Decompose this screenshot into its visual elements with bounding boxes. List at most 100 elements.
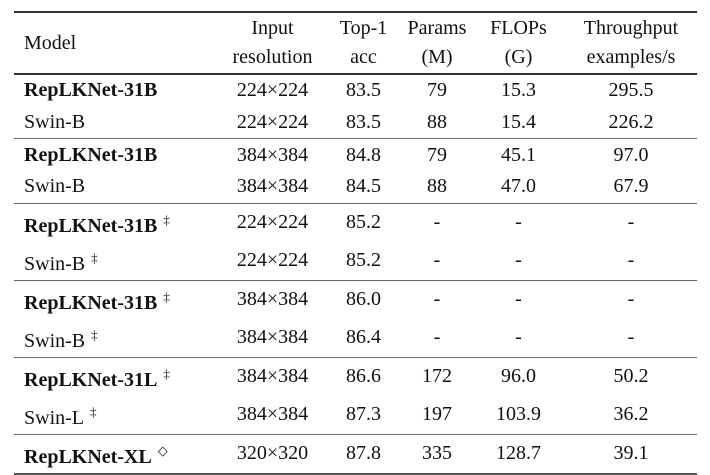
cell-top1: 86.4 [325,319,402,358]
cell-flops-text: 103.9 [496,403,541,426]
header-resolution: Input resolution [220,12,325,74]
cell-resolution-text: 224×224 [236,111,309,134]
cell-params: 172 [402,357,472,396]
cell-resolution: 384×384 [220,139,325,171]
cell-top1-text: 86.0 [346,288,381,311]
table-row: RepLKNet-31B ‡ 224×224 85.2 - - - [14,203,697,242]
cell-throughput: 295.5 [565,74,697,107]
cell-throughput: 226.2 [565,107,697,139]
cell-top1: 85.2 [325,242,402,281]
header-flops: FLOPs (G) [472,12,565,74]
cell-top1: 83.5 [325,74,402,107]
header-throughput: Throughput examples/s [565,12,697,74]
header-top1-line2: acc [350,46,377,68]
cell-resolution-text: 384×384 [236,326,309,349]
cell-model: Swin-L ‡ [14,396,220,435]
cell-resolution-text: 320×320 [236,442,309,465]
header-flops-line1: FLOPs [490,17,547,39]
cell-top1-text: 84.5 [346,175,381,198]
cell-flops-text: 45.1 [501,143,536,166]
cell-params: - [402,319,472,358]
cell-top1: 85.2 [325,203,402,242]
cell-params: - [402,280,472,319]
cell-flops-text: 128.7 [496,442,541,465]
footnote-mark: ‡ [90,403,97,419]
cell-params-text: 88 [427,175,447,198]
cell-flops: 15.4 [472,107,565,139]
cell-model: RepLKNet-31B [14,139,220,171]
footnote-mark: ‡ [91,326,98,342]
cell-throughput: 97.0 [565,139,697,171]
cell-throughput-text: 36.2 [613,403,649,426]
cell-top1: 87.8 [325,434,402,474]
footnote-mark: ◇ [157,442,168,458]
cell-model: RepLKNet-XL ◇ [14,434,220,474]
cell-params: 79 [402,139,472,171]
table-row: RepLKNet-31B 224×224 83.5 79 15.3 295.5 [14,74,697,107]
cell-throughput-text: - [627,211,635,234]
cell-flops-text: 15.3 [501,79,536,102]
cell-flops: 45.1 [472,139,565,171]
cell-model-text: Swin-L [24,406,84,429]
cell-resolution: 384×384 [220,396,325,435]
cell-top1-text: 87.3 [346,403,381,426]
cell-throughput-text: - [627,326,635,349]
cell-model-text: RepLKNet-31B [24,143,158,166]
header-top1-line1: Top-1 [339,17,388,39]
cell-top1: 86.0 [325,280,402,319]
header-top1: Top-1 acc [325,12,402,74]
cell-throughput: - [565,319,697,358]
table-row: Swin-B 384×384 84.5 88 47.0 67.9 [14,171,697,204]
footnote-mark: ‡ [91,249,98,265]
table-row: RepLKNet-31L ‡ 384×384 86.6 172 96.0 50.2 [14,357,697,396]
cell-resolution-text: 224×224 [236,211,309,234]
cell-throughput: 36.2 [565,396,697,435]
results-table: Model Input resolution Top-1 acc Params (M)… [14,11,697,475]
cell-resolution: 384×384 [220,319,325,358]
footnote-mark: ‡ [163,288,170,304]
cell-throughput-text: - [627,288,635,311]
cell-top1: 84.5 [325,171,402,203]
cell-top1: 87.3 [325,396,402,435]
cell-resolution-text: 384×384 [236,288,309,311]
cell-flops-text: - [515,249,522,272]
cell-flops-text: 15.4 [501,111,536,134]
header-resolution-line2: resolution [232,46,313,68]
cell-params-text: 197 [422,403,452,426]
cell-params-text: - [433,249,441,272]
footnote-mark: ‡ [163,365,170,381]
cell-model: Swin-B [14,171,220,203]
cell-model: Swin-B [14,107,220,139]
header-model: Model [24,31,77,54]
header-params: Params (M) [402,12,472,74]
cell-flops: 96.0 [472,357,565,396]
cell-model-text: Swin-B [24,329,86,352]
header-params-line2: (M) [421,46,453,68]
cell-throughput-text: 226.2 [608,111,654,134]
cell-resolution-text: 224×224 [236,249,309,272]
cell-flops: - [472,203,565,242]
cell-flops: 128.7 [472,434,565,474]
cell-params-text: 79 [427,143,447,166]
header-params-line1: Params [407,17,467,39]
cell-model-text: Swin-B [24,111,86,134]
cell-flops: - [472,242,565,281]
cell-params: 197 [402,396,472,435]
cell-model-text: RepLKNet-31L [24,368,158,391]
cell-resolution-text: 384×384 [236,403,309,426]
cell-resolution-text: 224×224 [236,79,309,102]
cell-model-text: Swin-B [24,175,86,198]
cell-model: Swin-B ‡ [14,319,220,358]
table-row: Swin-L ‡ 384×384 87.3 197 103.9 36.2 [14,396,697,435]
cell-flops-text: - [515,326,522,349]
cell-params-text: - [433,288,441,311]
cell-flops: 47.0 [472,171,565,203]
cell-resolution: 384×384 [220,280,325,319]
cell-model-text: RepLKNet-31B [24,79,158,102]
header-flops-line2: (G) [504,46,533,68]
cell-params-text: - [433,211,441,234]
cell-throughput: - [565,203,697,242]
cell-resolution: 224×224 [220,242,325,281]
cell-resolution: 224×224 [220,107,325,139]
cell-params: - [402,242,472,281]
